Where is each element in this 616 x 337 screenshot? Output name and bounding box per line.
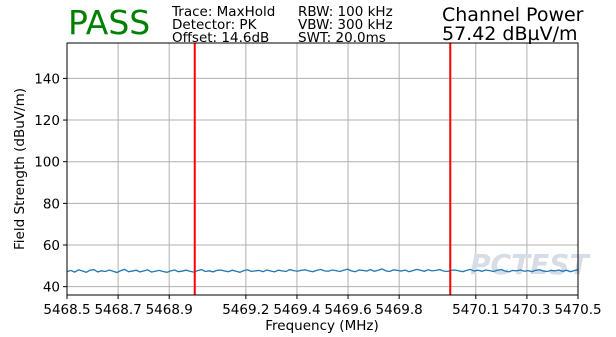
x-tick-label: 5469.8 (376, 302, 423, 318)
y-tick-label: 40 (43, 280, 60, 296)
x-tick-label: 5470.1 (452, 302, 499, 318)
vbw-label: VBW: 300 kHz (298, 17, 393, 33)
measurement-value: 57.42 dBµV/m (442, 23, 578, 45)
series-layer (66, 268, 579, 274)
x-tick-label: 5468.9 (146, 302, 193, 318)
x-tick-label: 5469.6 (324, 302, 371, 318)
trace-label: Trace: MaxHold (171, 4, 275, 20)
plot-frame (66, 42, 579, 296)
y-axis-title: Field Strength (dBuV/m) (12, 88, 28, 250)
x-tick-label: 5470.5 (554, 302, 601, 318)
x-tick-label: 5470.3 (503, 302, 550, 318)
x-tick-label: 5469.2 (222, 302, 269, 318)
marker-layer (193, 43, 452, 295)
x-tick-label: 5469.4 (273, 302, 320, 318)
y-tick-label: 80 (43, 196, 60, 212)
detector-label: Detector: PK (172, 17, 258, 33)
y-tick-label: 60 (43, 238, 60, 254)
x-tick-label: 5468.7 (94, 302, 141, 318)
y-tick-label: 120 (34, 113, 60, 129)
y-tick-label: 100 (34, 155, 60, 171)
y-axis-ticks: 40 60 80 100 120 140 (34, 71, 67, 296)
x-axis-ticks: 5468.5 5468.7 5468.9 5469.2 5469.4 5469.6 5469… (43, 295, 602, 318)
y-tick-label: 140 (34, 71, 60, 87)
x-axis-title: Frequency (MHz) (265, 318, 378, 334)
measurement-title: Channel Power (442, 4, 584, 26)
series-line (66, 268, 579, 274)
swt-label: SWT: 20.0ms (298, 30, 386, 46)
status-label: PASS (68, 3, 150, 42)
watermark-logo: PCTEST (470, 248, 590, 281)
offset-label: Offset: 14.6dB (172, 30, 269, 46)
rbw-label: RBW: 100 kHz (298, 4, 393, 20)
x-tick-label: 5468.5 (43, 302, 90, 318)
